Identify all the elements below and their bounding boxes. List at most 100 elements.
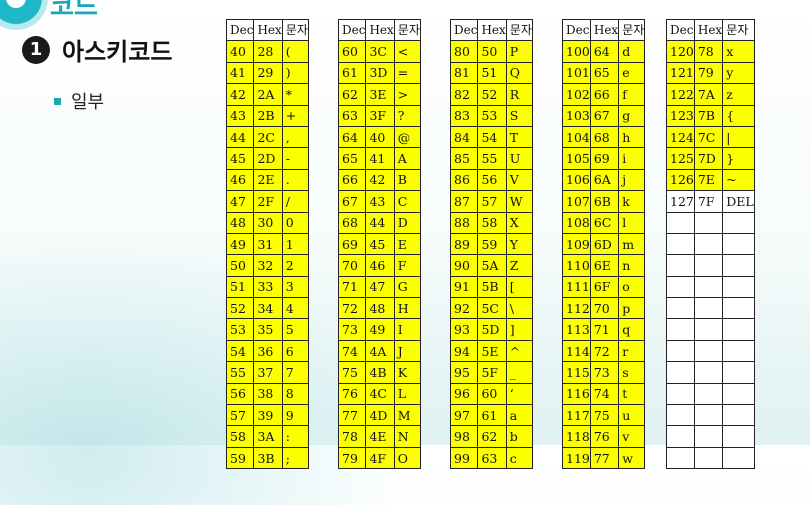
hex-cell: 6A xyxy=(589,168,620,192)
dec-cell xyxy=(666,211,695,234)
hex-cell: 71 xyxy=(589,318,620,341)
table-row: 49 31 1 xyxy=(225,232,309,256)
dec-cell: 42 xyxy=(225,83,255,106)
char-cell: k xyxy=(618,190,646,213)
table-row: 116 74 t xyxy=(562,382,646,406)
char-cell: O xyxy=(393,446,421,470)
char-cell: 8 xyxy=(281,382,309,406)
char-cell: h xyxy=(618,125,646,149)
char-cell: E xyxy=(393,232,421,256)
dec-cell: 112 xyxy=(562,297,591,320)
dec-cell: 115 xyxy=(562,361,591,384)
dec-cell: 88 xyxy=(449,211,479,234)
hex-cell: 7C xyxy=(693,125,724,149)
dec-cell: 86 xyxy=(449,168,479,192)
table-row: 89 59 Y xyxy=(449,232,533,256)
dec-cell: 48 xyxy=(225,211,255,234)
hex-cell: 6F xyxy=(589,275,620,299)
dec-cell: 44 xyxy=(225,125,255,149)
hex-cell: 6B xyxy=(589,190,620,213)
hex-cell: 3F xyxy=(365,104,395,127)
dec-cell: 100 xyxy=(562,40,591,63)
table-row: 107 6B k xyxy=(562,190,646,213)
dec-cell: 62 xyxy=(337,83,367,106)
table-row: 75 4B K xyxy=(337,361,421,384)
hex-cell: 58 xyxy=(477,211,507,234)
dec-cell: 106 xyxy=(562,168,591,192)
table-row: 64 40 @ xyxy=(337,125,421,149)
char-cell: s xyxy=(618,361,646,384)
char-cell: 9 xyxy=(281,404,309,427)
dec-cell: 82 xyxy=(449,83,479,106)
hex-cell: 43 xyxy=(365,190,395,213)
bullet-text: 일부 xyxy=(71,92,105,113)
char-cell: a xyxy=(505,404,533,427)
hex-cell: 57 xyxy=(477,190,507,213)
section-icon xyxy=(0,0,42,24)
hex-cell xyxy=(693,404,724,427)
char-cell: o xyxy=(618,275,646,299)
table-row: 42 2A * xyxy=(225,83,309,106)
dec-cell: 71 xyxy=(337,275,367,299)
char-cell xyxy=(722,232,755,256)
hex-cell: 51 xyxy=(477,61,507,85)
dec-cell: 114 xyxy=(562,339,591,363)
table-row: 91 5B[ xyxy=(449,275,533,299)
hex-cell: 34 xyxy=(253,297,283,320)
column-header: 문자 xyxy=(618,18,646,42)
table-row: 102 66 f xyxy=(562,83,646,106)
dec-cell: 96 xyxy=(449,382,479,406)
hex-cell: 4B xyxy=(365,361,395,384)
dec-cell: 43 xyxy=(225,104,255,127)
table-row: 85 55 U xyxy=(449,147,533,170)
char-cell: U xyxy=(505,147,533,170)
table-row xyxy=(666,382,755,406)
dec-cell: 113 xyxy=(562,318,591,341)
dec-cell: 89 xyxy=(449,232,479,256)
char-cell: Q xyxy=(505,61,533,85)
dec-cell: 60 xyxy=(337,40,367,63)
table-row: 40 28( xyxy=(225,40,309,63)
table-header-row: Dec Hex 문자 xyxy=(562,18,646,42)
char-cell: q xyxy=(618,318,646,341)
hex-cell: 44 xyxy=(365,211,395,234)
table-row: 44 2C, xyxy=(225,125,309,149)
dec-cell: 50 xyxy=(225,254,255,277)
table-row: 92 5C \ xyxy=(449,297,533,320)
table-row: 115 73 s xyxy=(562,361,646,384)
hex-cell xyxy=(693,339,724,363)
dec-cell: 107 xyxy=(562,190,591,213)
table-header-row: Dec Hex 문자 xyxy=(449,18,533,42)
table-row: 118 76 v xyxy=(562,425,646,448)
hex-cell: 37 xyxy=(253,361,283,384)
char-cell: . xyxy=(281,168,309,192)
char-cell: m xyxy=(618,232,646,256)
hex-cell: 42 xyxy=(365,168,395,192)
dec-cell: 85 xyxy=(449,147,479,170)
table-row: 90 5A Z xyxy=(449,254,533,277)
char-cell: z xyxy=(722,83,755,106)
dec-cell: 126 xyxy=(666,168,695,192)
hex-cell: 6C xyxy=(589,211,620,234)
column-header: Dec xyxy=(666,18,695,42)
char-cell xyxy=(722,275,755,299)
char-cell: W xyxy=(505,190,533,213)
table-row: 110 6E n xyxy=(562,254,646,277)
hex-cell: 67 xyxy=(589,104,620,127)
dec-cell: 120 xyxy=(666,40,695,63)
table-row: 104 68 h xyxy=(562,125,646,149)
dec-cell: 76 xyxy=(337,382,367,406)
table-row: 108 6C l xyxy=(562,211,646,234)
char-cell: Z xyxy=(505,254,533,277)
table-row: 76 4C L xyxy=(337,382,421,406)
table-row: 99 63 c xyxy=(449,446,533,470)
char-cell: ( xyxy=(281,40,309,63)
hex-cell: 45 xyxy=(365,232,395,256)
dec-cell: 123 xyxy=(666,104,695,127)
hex-cell xyxy=(693,361,724,384)
column-header: 문자 xyxy=(281,18,309,42)
table-row: 41 29) xyxy=(225,61,309,85)
char-cell: M xyxy=(393,404,421,427)
dec-cell xyxy=(666,275,695,299)
char-cell: I xyxy=(393,318,421,341)
